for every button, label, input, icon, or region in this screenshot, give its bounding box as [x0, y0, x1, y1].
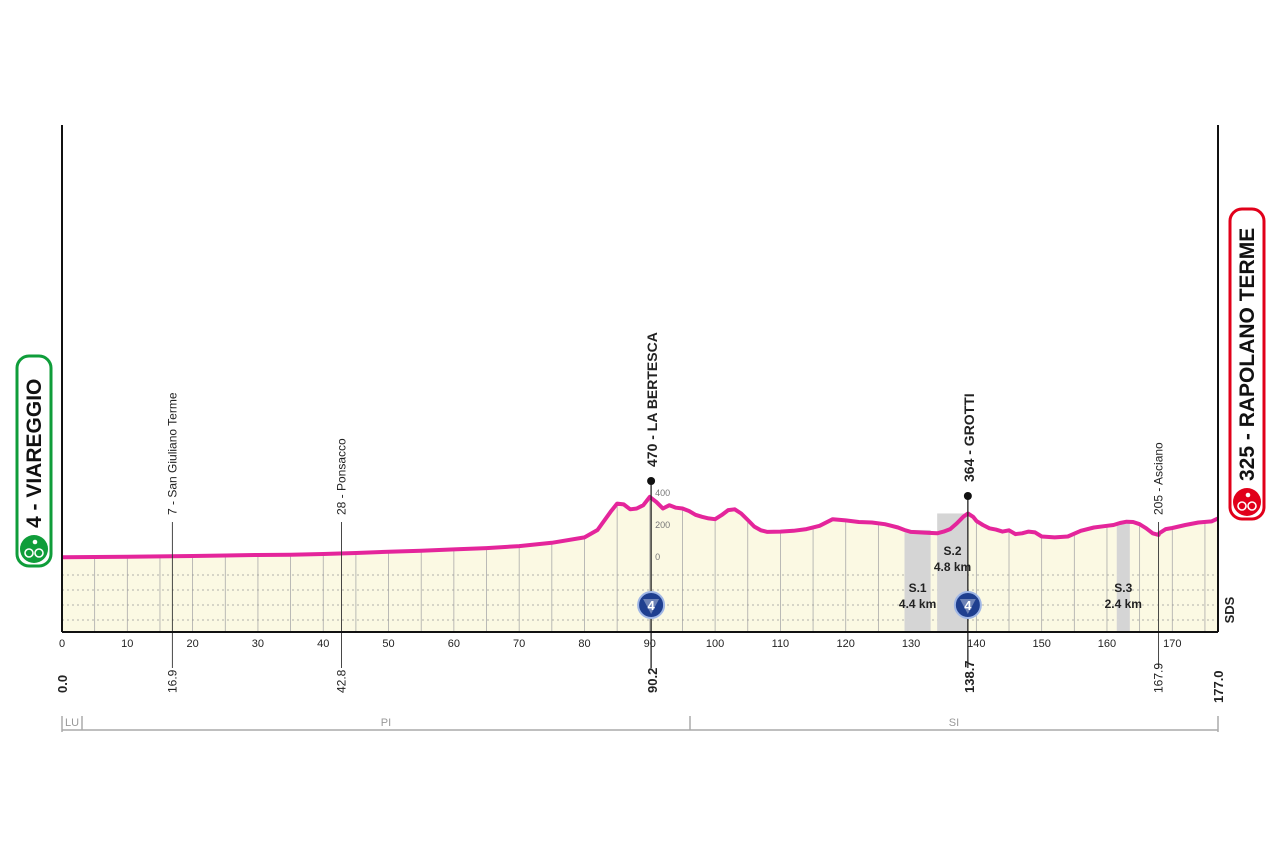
place-km-label: 167.9	[1152, 663, 1166, 693]
region-label: SI	[949, 717, 959, 729]
start-badge	[15, 354, 53, 568]
gravel-sector-label: S.3	[1114, 581, 1132, 595]
x-tick-label: 80	[578, 638, 590, 650]
finish-bike-icon-wheel-back	[1237, 501, 1247, 511]
start-bike-icon-wheel-front	[34, 548, 44, 558]
start-bike-icon-wheel-back	[24, 548, 34, 558]
finish-bike-icon-rider-head	[1245, 492, 1251, 498]
x-tick-label: 150	[1032, 638, 1050, 650]
climb-category-number: 4	[964, 598, 972, 613]
elevation-scale-label: 0	[655, 552, 660, 562]
climb-summit-dot	[647, 477, 656, 485]
place-name-label: 7 - San Giuliano Terme	[165, 392, 179, 515]
elevation-scale-label: 200	[655, 520, 670, 530]
x-tick-label: 50	[382, 638, 394, 650]
chart-grid-layer	[62, 496, 1218, 632]
x-tick-label: 120	[837, 638, 855, 650]
gravel-sector-band	[1116, 521, 1130, 632]
sds-label: SDS	[1222, 596, 1237, 623]
climb-category-number: 4	[647, 598, 655, 613]
gravel-sector-label: S.1	[909, 581, 927, 595]
start-bike-icon	[20, 535, 48, 563]
start-label: 4 - VIAREGGIO	[23, 379, 46, 528]
climb-category-icon	[637, 591, 666, 619]
regions-layer: LU PI SI	[61, 716, 1219, 732]
x-tick-label: 100	[706, 638, 724, 650]
region-label: LU	[65, 717, 79, 729]
gravel-sector-length: 4.8 km	[934, 560, 971, 574]
finish-bike-icon-wheel-front	[1247, 501, 1257, 511]
x-tick-label: 130	[902, 638, 920, 650]
elevation-scale-label: 400	[655, 488, 670, 498]
x-tick-label: 160	[1098, 638, 1116, 650]
x-tick-label: 10	[121, 638, 133, 650]
x-tick-label: 70	[513, 638, 525, 650]
x-tick-label: 20	[186, 638, 198, 650]
x-tick-label: 0	[59, 638, 65, 650]
x-tick-label: 140	[967, 638, 985, 650]
place-km-label: 42.8	[335, 669, 349, 693]
finish-badge	[1228, 207, 1266, 521]
place-name-label: 28 - Ponsacco	[335, 438, 349, 515]
x-tick-label: 40	[317, 638, 329, 650]
x-tick-label: 110	[772, 638, 790, 650]
start-bike-icon-rider-head	[32, 539, 38, 545]
climb-summit-dot	[963, 492, 972, 500]
climb-km-label: 138.7	[962, 660, 977, 693]
x-tick-label: 30	[252, 638, 264, 650]
region-label: PI	[381, 717, 391, 729]
finish-label: 325 - RAPOLANO TERME	[1236, 228, 1259, 481]
climb-name-label: 470 - LA BERTESCA	[644, 332, 660, 467]
finish-bike-icon	[1233, 488, 1261, 516]
gravel-sector-band	[904, 529, 931, 632]
gravel-sector-length: 2.4 km	[1105, 597, 1142, 611]
place-name-label: 205 - Asciano	[1152, 442, 1166, 515]
x-tick-label: 90	[644, 638, 656, 650]
climb-category-triangle	[643, 599, 660, 614]
finish-km-label: 177.0	[1211, 670, 1226, 703]
x-tick-label: 60	[448, 638, 460, 650]
climb-km-label: 90.2	[645, 668, 660, 693]
x-axis-layer: 0 10 20 30 40 50 60 70 80 90 100 110 120 130 140 150 160…	[59, 125, 1237, 650]
gravel-sector-label: S.2	[944, 544, 962, 558]
climb-name-label: 364 - GROTTI	[961, 393, 977, 482]
x-tick-label: 170	[1163, 638, 1181, 650]
climb-category-icon	[953, 591, 982, 619]
gravel-sector-length: 4.4 km	[899, 597, 936, 611]
elevation-line-layer: 400 200 0	[61, 488, 1219, 562]
elevation-line	[61, 494, 1219, 560]
start-km-label: 0.0	[55, 675, 70, 693]
place-km-label: 16.9	[165, 669, 179, 693]
climb-category-triangle	[959, 599, 976, 614]
